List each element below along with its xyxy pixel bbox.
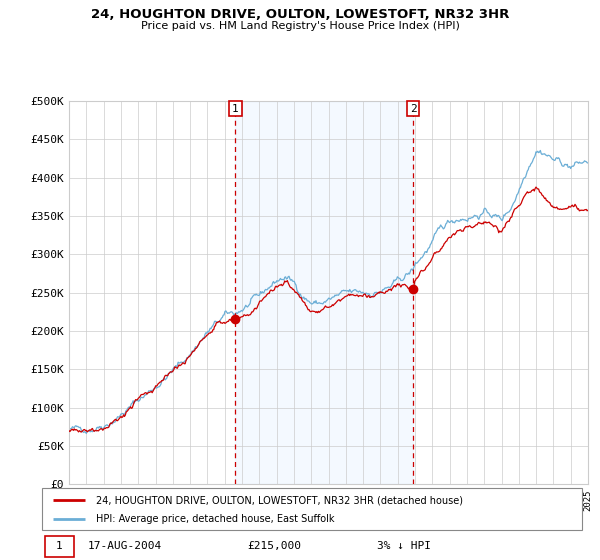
- FancyBboxPatch shape: [45, 536, 74, 557]
- Text: 24, HOUGHTON DRIVE, OULTON, LOWESTOFT, NR32 3HR (detached house): 24, HOUGHTON DRIVE, OULTON, LOWESTOFT, N…: [96, 495, 463, 505]
- Text: 1: 1: [56, 542, 63, 552]
- Text: 17-AUG-2004: 17-AUG-2004: [88, 542, 162, 552]
- Text: Price paid vs. HM Land Registry's House Price Index (HPI): Price paid vs. HM Land Registry's House …: [140, 21, 460, 31]
- Text: 1: 1: [232, 104, 239, 114]
- FancyBboxPatch shape: [42, 488, 582, 530]
- Text: 3% ↓ HPI: 3% ↓ HPI: [377, 542, 431, 552]
- Text: HPI: Average price, detached house, East Suffolk: HPI: Average price, detached house, East…: [96, 514, 335, 524]
- Text: £215,000: £215,000: [247, 542, 301, 552]
- Text: 2: 2: [410, 104, 416, 114]
- Text: 24, HOUGHTON DRIVE, OULTON, LOWESTOFT, NR32 3HR: 24, HOUGHTON DRIVE, OULTON, LOWESTOFT, N…: [91, 8, 509, 21]
- Bar: [235, 101, 413, 484]
